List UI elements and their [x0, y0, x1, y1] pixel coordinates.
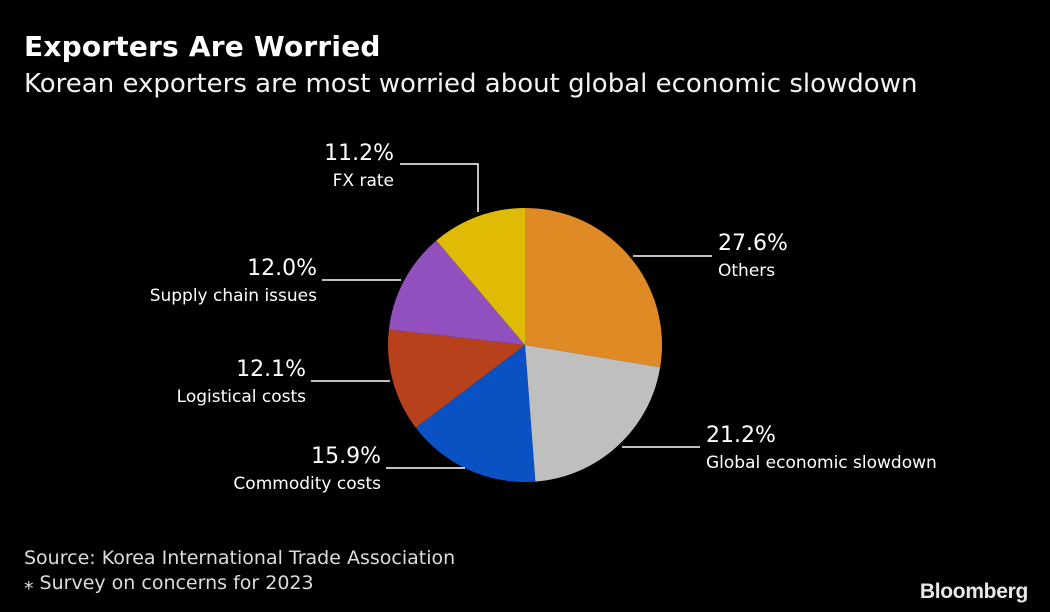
- chart-subtitle: Korean exporters are most worried about …: [24, 69, 918, 99]
- pie-slice-others: [525, 208, 663, 368]
- data-label-value: 11.2%: [324, 141, 394, 166]
- data-label-value: 21.2%: [706, 423, 776, 448]
- leader-line: [400, 163, 479, 212]
- data-label-category: Logistical costs: [177, 387, 306, 407]
- source-text: Source: Korea International Trade Associ…: [24, 547, 456, 569]
- data-label-category: FX rate: [333, 171, 394, 191]
- bloomberg-logo: Bloomberg: [919, 580, 1028, 603]
- data-label-value: 27.6%: [718, 231, 788, 256]
- pie-slice-logistical-costs: [388, 329, 525, 428]
- data-label-category: Global economic slowdown: [706, 453, 937, 473]
- pie-slice-global-economic-slowdown: [525, 345, 661, 482]
- slice-labels: 27.6% Others 21.2% Global economic slowdown…: [150, 141, 937, 494]
- chart-title: Exporters Are Worried: [24, 30, 381, 63]
- pie-slice-commodity-costs: [415, 345, 536, 483]
- data-label-category: Supply chain issues: [150, 286, 317, 306]
- pie-slices: [388, 208, 663, 483]
- data-label-value: 15.9%: [311, 444, 381, 469]
- data-label-category: Others: [718, 261, 775, 281]
- pie-slice-fx-rate: [436, 208, 525, 345]
- pie-slice-supply-chain-issues: [388, 240, 525, 345]
- data-label-category: Commodity costs: [233, 474, 381, 494]
- chart-source: Source: Korea International Trade Associ…: [24, 546, 455, 596]
- footnote-text: ⁎ Survey on concerns for 2023: [24, 572, 314, 594]
- leader-lines: [311, 163, 712, 469]
- data-label-value: 12.1%: [236, 357, 306, 382]
- data-label-value: 12.0%: [247, 256, 317, 281]
